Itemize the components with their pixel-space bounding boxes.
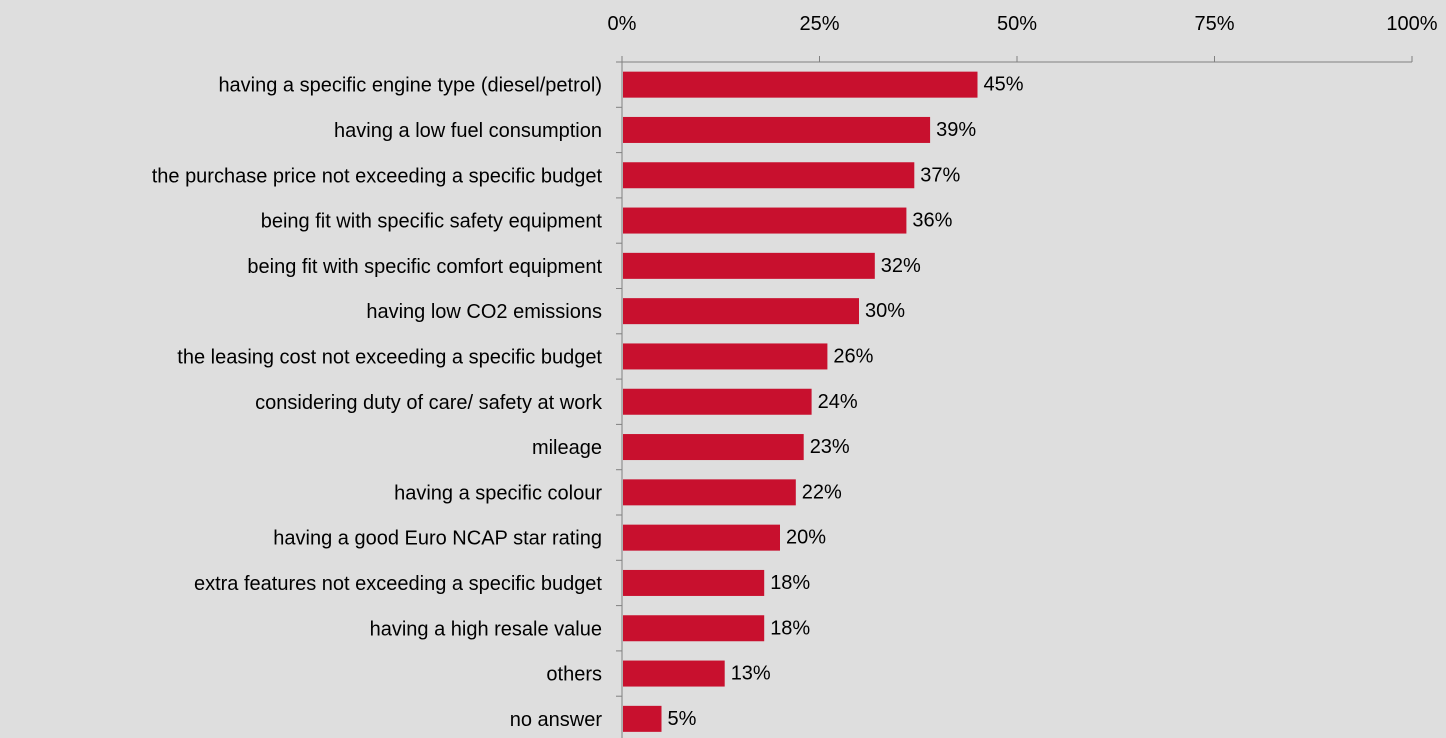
data-label: 22%: [802, 481, 842, 503]
data-label: 23%: [810, 436, 850, 458]
category-label: being fit with specific safety equipment: [261, 211, 603, 233]
category-label: having low CO2 emissions: [366, 301, 602, 323]
bar: [623, 207, 907, 234]
category-label: no answer: [510, 709, 603, 731]
category-label: considering duty of care/ safety at work: [255, 392, 603, 414]
bar: [623, 343, 828, 370]
axis-layer: [616, 56, 1413, 738]
data-label: 30%: [865, 300, 905, 322]
x-tick-label: 25%: [799, 13, 839, 35]
data-label: 45%: [984, 74, 1024, 96]
bar: [623, 524, 780, 551]
data-label: 24%: [818, 391, 858, 413]
category-label: having a good Euro NCAP star rating: [273, 528, 602, 550]
data-label: 20%: [786, 527, 826, 549]
category-label: having a specific colour: [394, 482, 602, 504]
data-label: 5%: [668, 708, 697, 730]
bar: [623, 479, 796, 506]
bar: [623, 252, 875, 279]
bar: [623, 569, 765, 596]
x-tick-label: 75%: [1194, 13, 1234, 35]
bar: [623, 116, 931, 143]
category-label: being fit with specific comfort equipmen…: [247, 256, 602, 278]
data-label: 39%: [936, 119, 976, 141]
category-label: the leasing cost not exceeding a specifi…: [177, 346, 602, 368]
x-tick-label: 100%: [1386, 13, 1437, 35]
bar: [623, 615, 765, 642]
data-label: 32%: [881, 255, 921, 277]
data-label: 18%: [770, 617, 810, 639]
data-label: 37%: [920, 164, 960, 186]
x-tick-label: 0%: [608, 13, 637, 35]
category-label: the purchase price not exceeding a speci…: [152, 165, 603, 187]
category-label: having a low fuel consumption: [334, 120, 602, 142]
data-label: 18%: [770, 572, 810, 594]
category-label: having a specific engine type (diesel/pe…: [218, 75, 602, 97]
bar: [623, 162, 915, 189]
bar: [623, 298, 859, 325]
bar: [623, 705, 662, 732]
x-tick-label: 50%: [997, 13, 1037, 35]
bar: [623, 388, 812, 415]
category-label: mileage: [532, 437, 602, 459]
category-label: others: [546, 664, 602, 686]
category-label: having a high resale value: [370, 618, 602, 640]
data-label: 13%: [731, 663, 771, 685]
bar: [623, 71, 978, 98]
data-label: 36%: [912, 210, 952, 232]
bar: [623, 434, 804, 461]
category-label: extra features not exceeding a specific …: [194, 573, 602, 595]
bar: [623, 660, 725, 687]
label-layer: 0% 25% 50% 75% 100% having a specific engine …: [152, 13, 1438, 731]
data-label: 26%: [833, 345, 873, 367]
bar-layer: [623, 71, 978, 732]
